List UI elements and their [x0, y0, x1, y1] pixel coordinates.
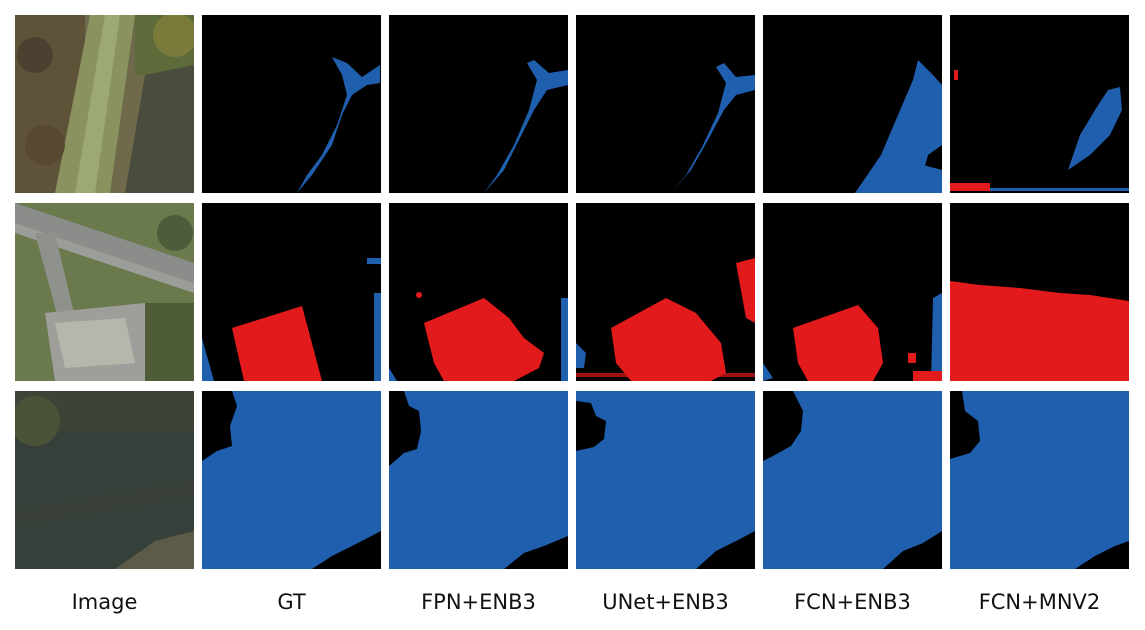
row3-aerial-image	[15, 391, 194, 569]
results-grid	[15, 15, 1130, 569]
row2-aerial-image	[15, 203, 194, 381]
column-label-fpn-enb3: FPN+ENB3	[421, 590, 536, 614]
prediction-mask	[389, 391, 568, 569]
prediction-mask	[576, 391, 755, 569]
gt-mask	[202, 15, 381, 193]
row3-gt-mask	[202, 391, 381, 569]
row1-unet-enb3-mask	[576, 15, 755, 193]
row2-fpn-enb3-mask	[389, 203, 568, 381]
prediction-mask	[950, 203, 1129, 381]
column-label-gt: GT	[277, 590, 306, 614]
gt-mask	[202, 203, 381, 381]
prediction-mask	[576, 203, 755, 381]
row3-unet-enb3-mask	[576, 391, 755, 569]
prediction-mask	[763, 203, 942, 381]
row3-fcn-enb3-mask	[763, 391, 942, 569]
prediction-mask	[389, 15, 568, 193]
gt-mask	[202, 391, 381, 569]
column-label-image: Image	[71, 590, 138, 614]
prediction-mask	[763, 15, 942, 193]
row2-fcn-mnv2-mask	[950, 203, 1129, 381]
row3-fcn-mnv2-mask	[950, 391, 1129, 569]
row1-aerial-image	[15, 15, 194, 193]
row1-fcn-mnv2-mask	[950, 15, 1129, 193]
row1-gt-mask	[202, 15, 381, 193]
row2-fcn-enb3-mask	[763, 203, 942, 381]
prediction-mask	[950, 391, 1129, 569]
column-label-fcn-enb3: FCN+ENB3	[794, 590, 911, 614]
aerial-photo-water	[15, 391, 194, 569]
row1-fpn-enb3-mask	[389, 15, 568, 193]
prediction-mask	[950, 15, 1129, 193]
prediction-mask	[389, 203, 568, 381]
row2-unet-enb3-mask	[576, 203, 755, 381]
column-label-fcn-mnv2: FCN+MNV2	[978, 590, 1101, 614]
prediction-mask	[763, 391, 942, 569]
column-labels: Image GT FPN+ENB3 UNet+ENB3 FCN+ENB3 FCN…	[15, 588, 1130, 618]
aerial-photo-river-bank	[15, 15, 194, 193]
prediction-mask	[576, 15, 755, 193]
row3-fpn-enb3-mask	[389, 391, 568, 569]
column-label-unet-enb3: UNet+ENB3	[602, 590, 729, 614]
row1-fcn-enb3-mask	[763, 15, 942, 193]
row2-gt-mask	[202, 203, 381, 381]
aerial-photo-road-building	[15, 203, 194, 381]
